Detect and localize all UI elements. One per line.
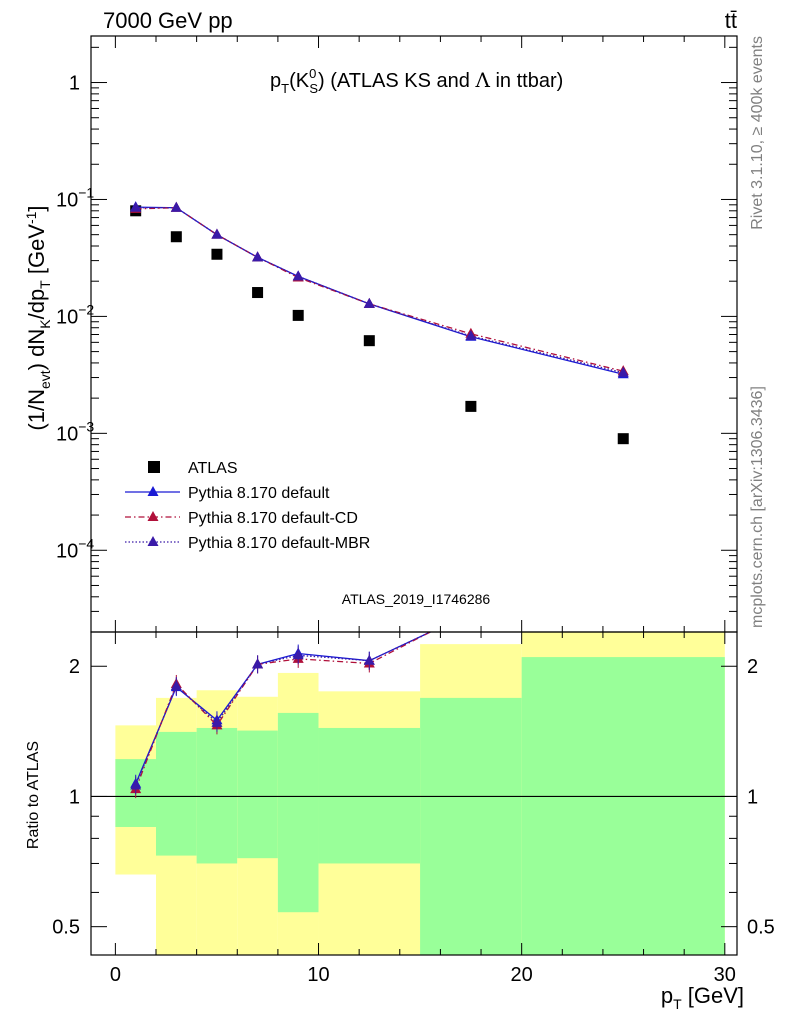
y-tick-label: 10−1: [56, 184, 94, 211]
y-tick-label: 10−3: [56, 418, 94, 445]
legend-label: Pythia 8.170 default: [188, 485, 330, 502]
x-tick-label: 20: [511, 964, 533, 986]
ratio-series-marker: [363, 654, 375, 665]
ratio-series-marker: [170, 680, 182, 691]
series-marker: [465, 329, 477, 340]
x-axis-label: pT [GeV]: [661, 983, 744, 1012]
series-marker: [130, 201, 142, 212]
svg-text:pT(K0S) (ATLAS KS and Λ in ttb: pT(K0 S) (ATLAS KS and Λ in ttbar): [270, 66, 563, 96]
x-tick-label: 30: [714, 964, 736, 986]
legend-label: ATLAS: [188, 460, 238, 477]
series-line: [135, 206, 624, 375]
series-marker: [617, 366, 629, 377]
data-point-atlas: [170, 231, 182, 243]
inner-band-bin: [318, 727, 421, 864]
series-marker: [292, 270, 304, 281]
ratio-series-marker: [252, 658, 264, 669]
inner-band-bin: [156, 731, 197, 856]
y-tick-label: 10−2: [56, 301, 94, 328]
series-marker: [363, 297, 375, 308]
ratio-series-marker: [211, 716, 223, 727]
legend-label: Pythia 8.170 default-MBR: [188, 535, 370, 552]
mcplots-label: mcplots.cern.ch [arXiv:1306.3436]: [749, 386, 766, 628]
data-point-atlas: [617, 433, 629, 445]
ratio-y-tick-label-right: 2: [747, 656, 758, 678]
inner-band-bin: [237, 730, 278, 859]
ratio-uncertainty-bands: [115, 632, 725, 955]
ratio-axes-frame: [90, 631, 738, 956]
inner-band-bin: [521, 657, 725, 955]
data-point-atlas: [252, 287, 264, 299]
x-tick-label: 10: [307, 964, 329, 986]
inner-band-bin: [277, 712, 319, 913]
series-line: [135, 207, 624, 374]
legend-marker: [147, 486, 159, 496]
ratio-y-tick-label: 2: [69, 656, 80, 678]
chart-title: pT(K0 S) (ATLAS KS and Λ in ttbar): [270, 66, 563, 96]
svg-text:(1/Nevt) dNK/dpT [GeV-1]: (1/Nevt) dNK/dpT [GeV-1]: [23, 205, 53, 430]
legend-label: Pythia 8.170 default-CD: [188, 510, 358, 527]
process-label: tt̄: [725, 8, 737, 33]
ratio-y-tick-label-right: 1: [747, 786, 758, 808]
legend-marker: [147, 511, 159, 521]
inner-band-bin: [196, 727, 238, 864]
series-marker: [170, 201, 182, 212]
ratio-y-tick-label: 1: [69, 786, 80, 808]
analysis-label: ATLAS_2019_I1746286: [342, 591, 491, 607]
main-y-axis-label: (1/Nevt) dNK/dpT [GeV-1]: [23, 205, 53, 430]
data-point-atlas: [292, 309, 304, 321]
ratio-panel: [91, 631, 737, 799]
ratio-y-axis-label: Ratio to ATLAS: [25, 741, 42, 849]
ratio-series-marker: [292, 649, 304, 660]
axes-frames: 0 10 20 30 1 10−1 10−2 10−3 10−4 2 2 1 1 0.5 0.5: [52, 35, 775, 986]
y-tick-label: 1: [69, 73, 80, 95]
x-tick-label: 0: [110, 964, 121, 986]
legend-marker: [147, 536, 159, 546]
y-tick-label: 10−4: [56, 535, 94, 562]
series-marker: [211, 228, 223, 239]
legend-marker: [148, 461, 160, 473]
series-line: [135, 207, 624, 372]
main-panel: ATLAS Pythia 8.170 default Pythia 8.170 de…: [125, 201, 629, 552]
inner-band-bin: [420, 697, 522, 955]
data-point-atlas: [363, 335, 375, 347]
energy-label: 7000 GeV pp: [103, 8, 233, 33]
ratio-y-tick-label: 0.5: [52, 917, 80, 939]
data-point-atlas: [465, 400, 477, 412]
ratio-series-marker: [130, 779, 142, 790]
series-marker: [252, 251, 264, 262]
rivet-version-label: Rivet 3.1.10, ≥ 400k events: [749, 36, 766, 230]
ratio-y-tick-label-right: 0.5: [747, 917, 775, 939]
data-point-atlas: [211, 248, 223, 260]
svg-text:pT [GeV]: pT [GeV]: [661, 983, 744, 1012]
